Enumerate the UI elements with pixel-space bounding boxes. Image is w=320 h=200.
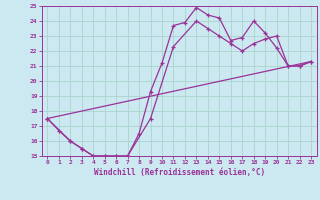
X-axis label: Windchill (Refroidissement éolien,°C): Windchill (Refroidissement éolien,°C) [94, 168, 265, 177]
